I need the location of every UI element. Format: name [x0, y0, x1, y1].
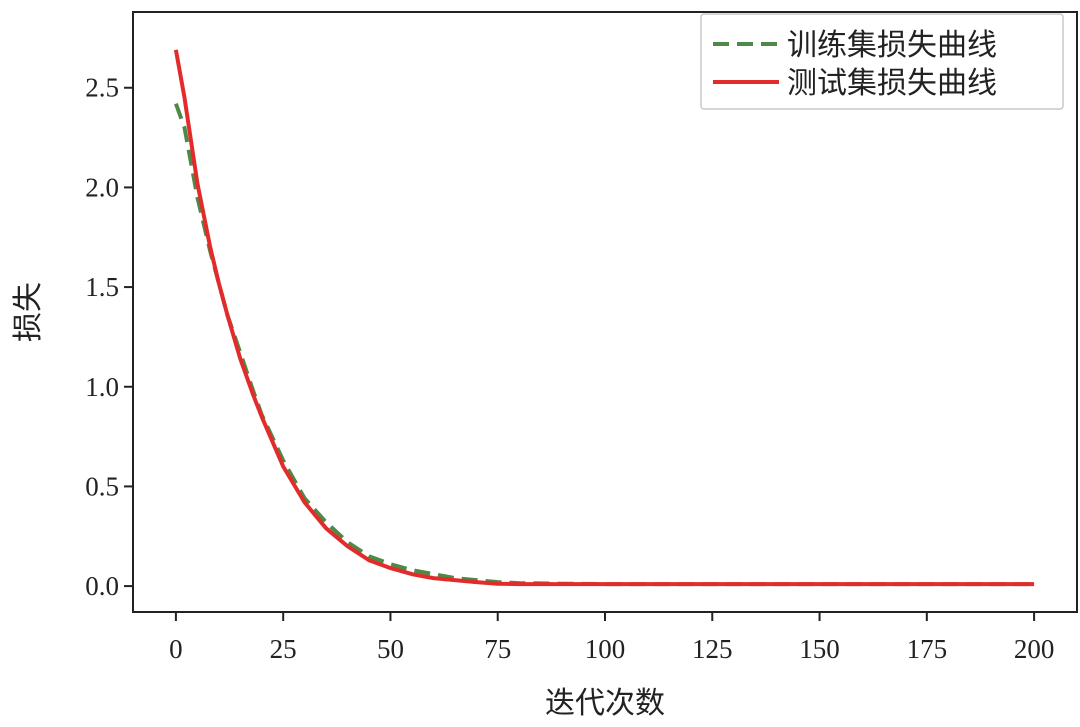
legend-box — [700, 13, 1064, 110]
legend-label-test: 测试集损失曲线 — [787, 66, 997, 101]
x-tick-label: 125 — [692, 634, 733, 664]
y-tick-label: 1.0 — [85, 372, 119, 402]
x-tick-label: 200 — [1014, 634, 1055, 664]
x-tick-label: 75 — [484, 634, 511, 664]
x-axis-ticks: 0 25 50 75 100 125 150 175 200 — [169, 612, 1054, 664]
y-axis-title: 损失 — [11, 282, 46, 342]
y-axis-ticks: 0.0 0.5 1.0 1.5 2.0 2.5 — [85, 73, 133, 601]
x-tick-label: 0 — [169, 634, 183, 664]
x-axis-title: 迭代次数 — [545, 686, 665, 721]
x-tick-label: 25 — [270, 634, 297, 664]
x-tick-label: 100 — [585, 634, 626, 664]
x-tick-label: 50 — [377, 634, 404, 664]
series-line-train — [174, 103, 1035, 587]
series-layer — [173, 49, 1035, 587]
legend: 训练集损失曲线 测试集损失曲线 — [700, 13, 1064, 110]
y-tick-label: 2.0 — [85, 172, 119, 202]
y-tick-label: 1.5 — [85, 272, 119, 302]
legend-label-train: 训练集损失曲线 — [787, 28, 997, 63]
y-tick-label: 0.5 — [85, 471, 119, 501]
y-tick-label: 0.0 — [85, 571, 119, 601]
y-tick-label: 2.5 — [85, 73, 119, 103]
x-tick-label: 150 — [799, 634, 840, 664]
series-line-test — [173, 49, 1035, 587]
x-tick-label: 175 — [907, 634, 948, 664]
